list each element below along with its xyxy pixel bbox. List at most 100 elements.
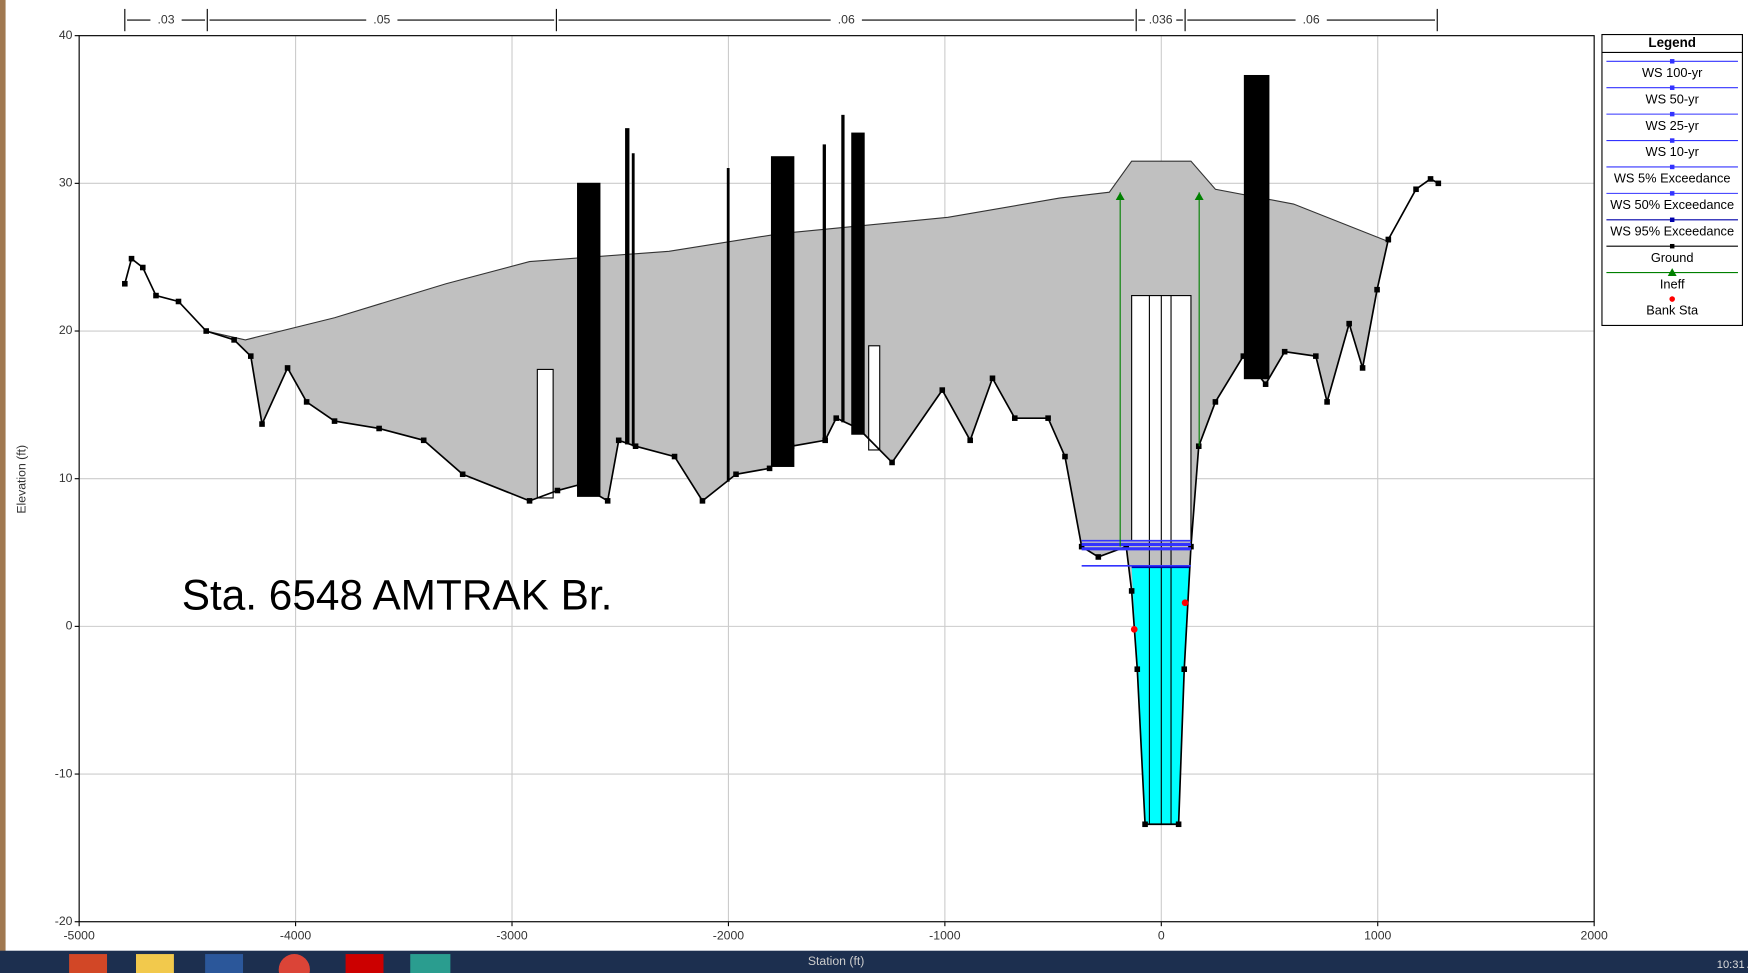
ground-point (122, 280, 128, 287)
ground-point (1123, 543, 1130, 550)
x-tick-label: -2000 (713, 928, 745, 942)
ground-point (1062, 453, 1068, 460)
n-label-bg (150, 12, 182, 28)
ground-point (1175, 821, 1182, 828)
ground-point (1045, 415, 1051, 421)
legend-box (1601, 33, 1743, 327)
ground-point (303, 399, 310, 405)
taskbar (0, 950, 1748, 973)
legend-title: Legend (1648, 35, 1696, 50)
plot-frame (78, 35, 1595, 923)
x-tick-label: -1000 (929, 928, 961, 942)
n-label-bg (1145, 12, 1177, 28)
app-icon[interactable] (69, 954, 108, 973)
ground-point (1142, 821, 1148, 828)
ground-point (231, 337, 237, 343)
ground-point (1262, 381, 1269, 387)
y-tick-label: 30 (59, 176, 73, 190)
obstruction (577, 182, 601, 497)
obstruction (631, 153, 635, 447)
window-edge (0, 0, 6, 973)
y-axis-label: Elevation (ft) (15, 445, 29, 514)
ground-point (459, 471, 466, 478)
ground-point (1181, 666, 1188, 672)
obstruction (841, 114, 845, 423)
ground-point (1385, 236, 1392, 243)
ground-point (1346, 320, 1352, 327)
ground-point (939, 387, 946, 393)
legend-label: Bank Sta (1646, 303, 1699, 318)
y-tick-label: 40 (59, 28, 73, 42)
ground-point (1011, 415, 1018, 421)
obstruction (625, 128, 630, 445)
x-tick-label: -5000 (63, 928, 95, 942)
ground-point (615, 437, 622, 444)
app-icon[interactable] (410, 954, 451, 973)
legend-label: Ineff (1660, 276, 1685, 291)
ground-point (671, 453, 678, 460)
ground-point (788, 443, 795, 449)
y-tick-label: 20 (59, 323, 73, 337)
ground-point (1095, 554, 1102, 560)
y-tick-label: -20 (55, 914, 73, 928)
ground-point (554, 487, 561, 494)
n-label: .06 (1303, 12, 1320, 26)
clock: 10:31 A (1717, 959, 1748, 971)
ground-point (203, 328, 209, 334)
deck-fill (206, 161, 1391, 825)
app-icon[interactable] (136, 954, 174, 973)
ground-point (733, 471, 739, 478)
legend-label: WS 5% Exceedance (1614, 171, 1731, 186)
ground-point (699, 498, 706, 504)
ground-point (822, 437, 828, 444)
ground-point (889, 459, 895, 466)
ground-point (989, 375, 996, 382)
ground-point (526, 498, 533, 504)
ground-point (1240, 353, 1247, 359)
ground-point (376, 425, 382, 432)
obstruction (770, 156, 795, 467)
x-tick-label: 0 (1158, 928, 1165, 942)
blocked-area (868, 345, 881, 451)
ground-point (1188, 543, 1194, 550)
legend-label: WS 50-yr (1646, 91, 1700, 106)
ground-point (855, 425, 862, 432)
ground-point (1435, 180, 1442, 187)
legend-marker (1669, 243, 1675, 249)
x-tick-label: 2000 (1581, 928, 1608, 942)
y-tick-label: 0 (66, 619, 73, 633)
ground-point (833, 415, 840, 421)
app-icon[interactable] (205, 954, 244, 973)
ground-point (1359, 365, 1366, 371)
legend-marker (1669, 191, 1675, 196)
ground-point (1212, 399, 1219, 405)
ineff-marker (1115, 192, 1125, 201)
x-tick-label: -3000 (496, 928, 528, 942)
bank-station (1130, 625, 1138, 633)
app-icon[interactable] (278, 954, 310, 973)
plot: -5000 -4000 -3000 -2000 -1000 0 1000 2000 -20 -10… (55, 8, 1608, 942)
y-tick-label: -10 (55, 766, 73, 780)
obstruction (1243, 74, 1270, 380)
annotation: Sta. 6548 AMTRAK Br. (182, 572, 613, 619)
obstruction (822, 144, 826, 442)
ground-point (175, 298, 182, 305)
n-label-bg (366, 12, 398, 28)
water-fill (1131, 567, 1190, 825)
app-icon[interactable] (345, 954, 384, 973)
ground-point (576, 481, 583, 488)
obstruction (726, 168, 730, 482)
deck-line (206, 160, 1391, 341)
ground-point (331, 418, 338, 424)
ineff-marker (1194, 192, 1204, 201)
legend-label: WS 50% Exceedance (1610, 197, 1734, 212)
ground-point (1128, 588, 1135, 594)
legend-label: WS 95% Exceedance (1610, 223, 1734, 238)
ground-point (1374, 286, 1380, 293)
n-label-bg (830, 12, 862, 28)
bank-station (1181, 599, 1189, 607)
ground-point (604, 498, 611, 504)
legend: Legend WS 100-yr WS 50-yr WS 25-yr WS 10-yr W… (1601, 33, 1743, 327)
legend-marker (1669, 59, 1675, 64)
